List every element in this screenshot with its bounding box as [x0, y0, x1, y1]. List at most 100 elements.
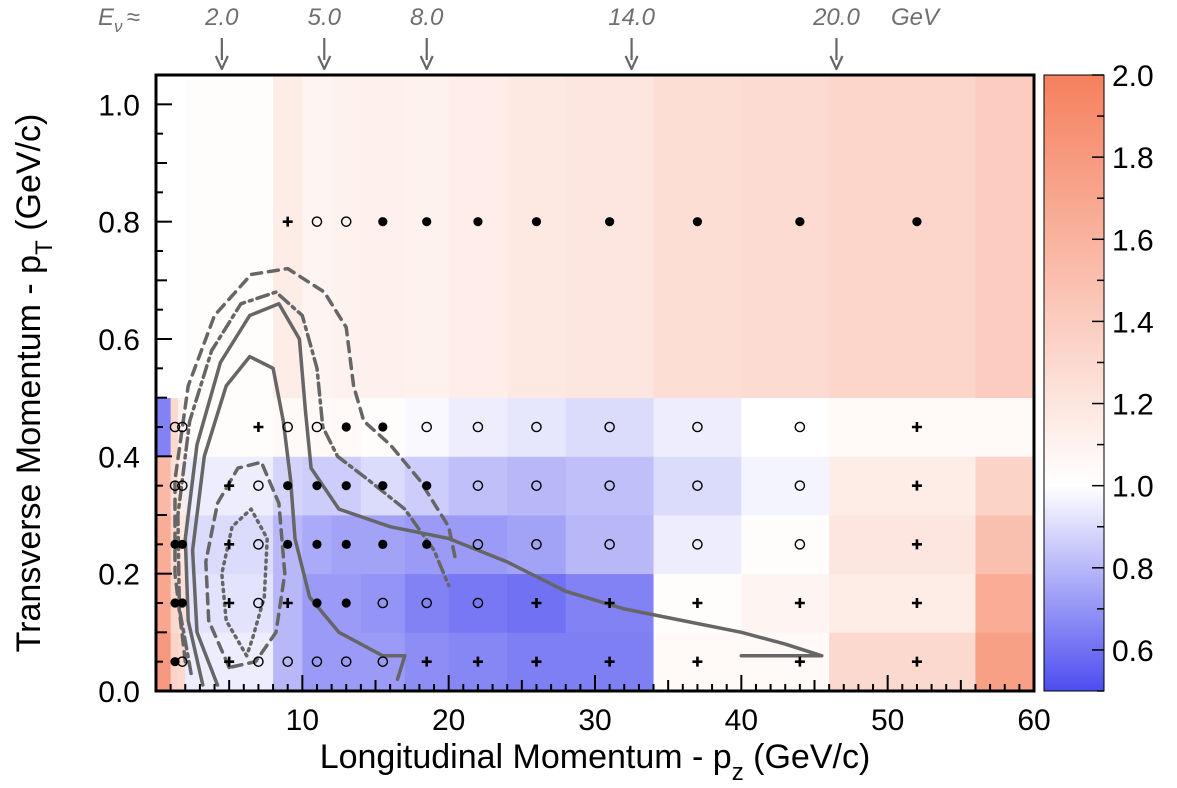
- marker-filled-circle: [283, 481, 293, 491]
- marker-plus: [282, 216, 293, 227]
- contours: [173, 266, 824, 687]
- marker-plus: [692, 598, 703, 608]
- colorbar-tick-label: 1.0: [1112, 471, 1154, 504]
- marker-plus: [421, 656, 432, 667]
- marker-open-circle: [340, 656, 352, 667]
- heatmap-cell: [156, 456, 172, 516]
- heatmap-cell: [302, 75, 332, 399]
- heatmap-cell: [360, 573, 406, 633]
- heatmap-cell: [741, 456, 830, 516]
- marker-open-circle: [282, 656, 294, 667]
- colorbar: 0.6 0.8 1.0 1.2 1.4 1.6 1.8 2.0: [1043, 60, 1154, 692]
- marker-open-circle: [421, 597, 433, 609]
- marker-plus: [794, 598, 805, 608]
- marker-filled-circle: [177, 598, 187, 608]
- marker-open-circle: [531, 539, 542, 550]
- energy-arrow-head: [624, 55, 639, 71]
- marker-open-circle: [692, 421, 703, 433]
- marker-plus: [224, 598, 235, 608]
- markers: [169, 216, 922, 667]
- marker-plus: [604, 656, 615, 667]
- heatmap-cell: [829, 456, 976, 516]
- marker-open-circle: [253, 597, 264, 609]
- heatmap-cell: [273, 75, 303, 399]
- marker-open-circle: [340, 216, 352, 227]
- heatmap-cell: [565, 75, 654, 399]
- colorbar-tick-label: 0.8: [1112, 553, 1154, 586]
- heatmap-cell: [507, 397, 567, 457]
- y-tick-label: 0.4: [98, 441, 140, 474]
- heatmap-cell: [404, 75, 450, 399]
- energy-label: 8.0: [410, 4, 444, 31]
- heatmap-cell: [448, 397, 508, 457]
- marker-plus: [692, 656, 703, 667]
- heatmap-cell: [404, 397, 450, 457]
- marker-plus: [911, 598, 922, 608]
- marker-open-circle: [472, 597, 484, 609]
- marker-filled-circle: [341, 422, 351, 432]
- heatmap-cell: [156, 573, 172, 633]
- marker-filled-circle: [170, 657, 180, 667]
- marker-open-circle: [794, 480, 806, 491]
- colorbar-gradient: [1043, 74, 1105, 692]
- colorbar-tick-label: 1.8: [1112, 142, 1154, 175]
- marker-open-circle: [794, 421, 806, 433]
- heatmap-cell: [177, 456, 186, 516]
- marker-plus: [794, 656, 805, 667]
- marker-plus: [911, 656, 922, 667]
- heatmap-cell: [448, 515, 508, 575]
- energy-label: 2.0: [204, 4, 239, 31]
- marker-open-circle: [604, 539, 615, 550]
- marker-plus: [224, 480, 235, 491]
- energy-label: 14.0: [608, 4, 655, 31]
- marker-open-circle: [311, 216, 323, 227]
- marker-plus: [531, 598, 542, 608]
- contour-dashed: [173, 266, 458, 664]
- marker-plus: [224, 539, 235, 550]
- x-axis: 10 20 30 40 50 60: [169, 675, 1051, 737]
- marker-open-circle: [177, 421, 188, 433]
- marker-filled-circle: [605, 217, 615, 227]
- marker-open-circle: [177, 656, 188, 667]
- heatmap-cell: [360, 632, 406, 692]
- heatmap-cells: [156, 75, 1035, 692]
- heatmap-cell: [565, 515, 654, 575]
- heatmap-cell: [177, 632, 186, 692]
- marker-open-circle: [253, 480, 264, 491]
- heatmap-cell: [404, 573, 450, 633]
- heatmap-cell: [302, 632, 332, 692]
- marker-open-circle: [604, 421, 615, 433]
- marker-open-circle: [421, 421, 433, 433]
- marker-open-circle: [311, 421, 323, 433]
- x-tick-label: 10: [286, 704, 319, 737]
- heatmap-cell: [185, 75, 274, 399]
- marker-open-circle: [177, 480, 188, 491]
- heatmap-cell: [975, 75, 1035, 399]
- marker-filled-circle: [312, 481, 322, 491]
- contour-dashdot: [176, 290, 451, 676]
- energy-unit: GeV: [891, 4, 941, 31]
- heatmap-cell: [829, 573, 976, 633]
- heatmap-cell: [975, 573, 1035, 633]
- heatmap-cell: [829, 632, 976, 692]
- marker-open-circle: [253, 539, 264, 550]
- y-axis: 0.0 0.2 0.4 0.6 0.8 1.0: [98, 74, 172, 709]
- contour-dotted: [220, 507, 269, 658]
- colorbar-tick-label: 2.0: [1112, 60, 1154, 93]
- contour-dashed: [204, 460, 287, 670]
- heatmap-cell: [975, 456, 1035, 516]
- heatmap-cell: [975, 632, 1035, 692]
- heatmap-cell: [741, 397, 830, 457]
- heatmap-cell: [177, 75, 186, 399]
- marker-filled-circle: [422, 481, 432, 491]
- x-tick-label: 20: [432, 704, 465, 737]
- marker-open-circle: [377, 656, 389, 667]
- marker-open-circle: [377, 597, 389, 609]
- heatmap-cell: [741, 573, 830, 633]
- energy-prefix: Eν ≈: [98, 4, 140, 36]
- heatmap-cell: [653, 515, 742, 575]
- heatmap-cell: [975, 515, 1035, 575]
- heatmap-cell: [829, 75, 976, 399]
- y-tick-label: 0.2: [98, 559, 140, 592]
- marker-filled-circle: [422, 217, 432, 227]
